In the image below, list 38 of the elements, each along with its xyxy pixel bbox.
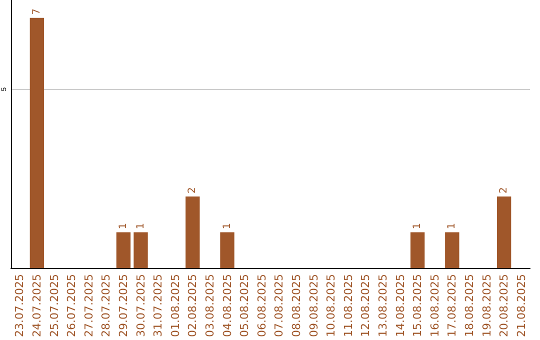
x-tick-label: 14.08.2025 [394,274,407,338]
x-tick-label: 09.08.2025 [307,274,320,338]
x-tick-label: 10.08.2025 [324,274,338,338]
data-label: 7 [31,8,42,15]
x-tick-label: 03.08.2025 [203,274,216,338]
x-tick-label: 24.07.2025 [30,274,44,338]
x-tick-label: 23.07.2025 [13,274,26,338]
x-tick-label: 01.08.2025 [168,274,182,338]
x-tick-label: 20.08.2025 [498,274,511,338]
x-tick-label: 21.08.2025 [514,274,528,338]
x-tick-label: 30.07.2025 [134,274,148,338]
data-label: 1 [222,222,233,230]
x-tick-label: 29.07.2025 [116,274,130,338]
data-label: 1 [135,222,146,230]
x-tick-label: 12.08.2025 [359,274,372,338]
data-label: 1 [446,222,458,230]
x-tick-label: 17.08.2025 [446,274,459,338]
x-tick-label: 08.08.2025 [290,274,303,338]
x-tick-label: 13.08.2025 [376,274,390,338]
x-tick-label: 07.08.2025 [272,274,286,338]
x-tick-label: 28.07.2025 [100,274,113,338]
data-label: 1 [118,222,129,230]
x-tick-label: 11.08.2025 [342,274,355,338]
x-tick-label: 15.08.2025 [411,274,424,338]
x-tick-label: 25.07.2025 [48,274,61,338]
data-label: 2 [187,187,198,194]
x-tick-label: 06.08.2025 [255,274,268,338]
x-tick-label: 05.08.2025 [238,274,252,338]
x-tick-label: 04.08.2025 [220,274,234,338]
x-tick-label: 02.08.2025 [186,274,200,338]
data-label: 1 [412,222,424,230]
x-tick-label: 27.07.2025 [82,274,96,338]
x-tick-label: 31.07.2025 [152,274,165,338]
x-tick-label: 18.08.2025 [462,274,476,338]
x-tick-label: 16.08.2025 [428,274,442,338]
x-tick-label: 19.08.2025 [480,274,494,338]
data-label: 2 [498,187,510,194]
x-tick-label: 26.07.2025 [65,274,78,338]
